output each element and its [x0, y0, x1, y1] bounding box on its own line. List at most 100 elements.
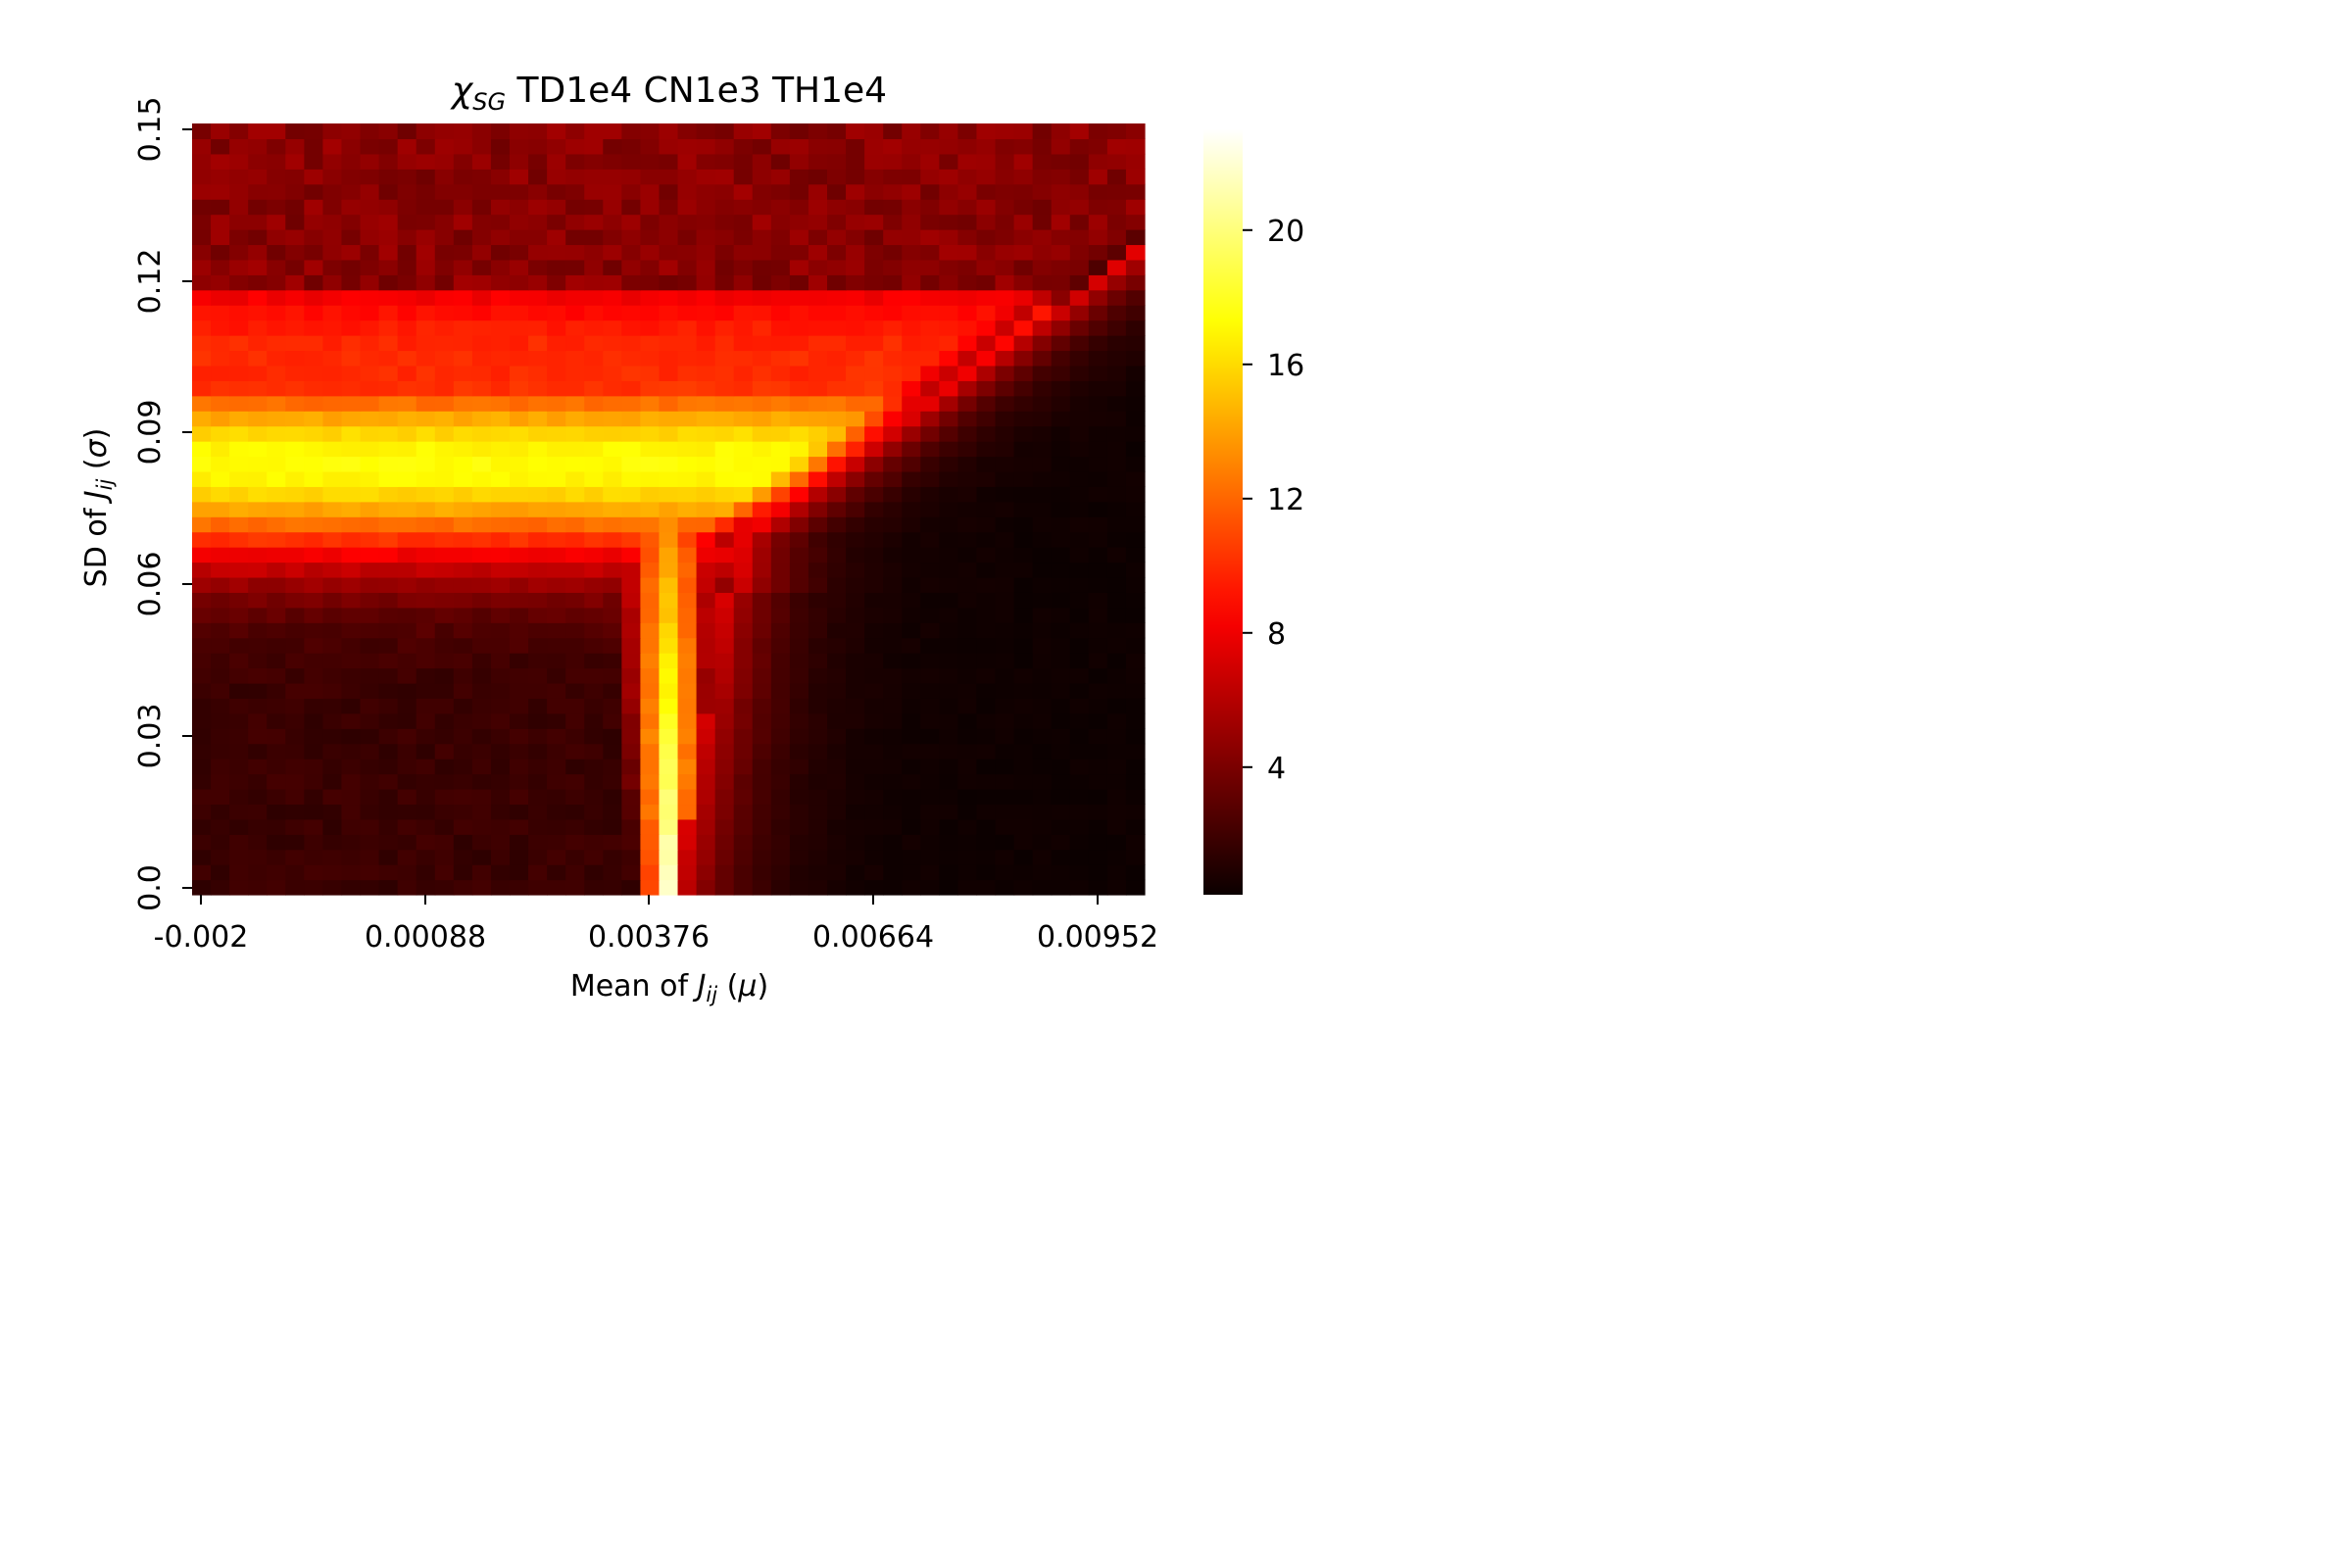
heatmap-cell	[229, 607, 249, 623]
heatmap-cell	[304, 153, 324, 170]
heatmap-cell	[770, 653, 791, 669]
heatmap-cell	[1125, 501, 1146, 517]
heatmap-cell	[192, 335, 212, 352]
heatmap-cell	[621, 305, 642, 321]
heatmap-cell	[920, 834, 940, 851]
heatmap-cell	[770, 289, 791, 306]
heatmap-cell	[285, 728, 305, 745]
heatmap-cell	[995, 123, 1015, 140]
heatmap-cell	[510, 607, 529, 623]
heatmap-cell	[211, 365, 230, 381]
heatmap-cell	[471, 879, 492, 896]
heatmap-cell	[696, 380, 716, 397]
heatmap-cell	[957, 667, 978, 684]
heatmap-cell	[322, 319, 343, 336]
heatmap-cell	[808, 274, 828, 291]
heatmap-cell	[510, 486, 529, 503]
heatmap-cell	[621, 804, 642, 820]
heatmap-cell	[1051, 728, 1071, 745]
heatmap-cell	[229, 199, 249, 216]
heatmap-cell	[229, 743, 249, 760]
heatmap-cell	[976, 456, 997, 472]
heatmap-cell	[471, 576, 492, 593]
heatmap-cell	[640, 562, 661, 578]
heatmap-cell	[621, 818, 642, 835]
heatmap-cell	[603, 456, 622, 472]
heatmap-cell	[864, 470, 884, 487]
heatmap-cell	[939, 169, 959, 185]
heatmap-cell	[1032, 214, 1053, 230]
heatmap-cell	[995, 395, 1015, 412]
heatmap-cell	[267, 470, 286, 487]
heatmap-cell	[341, 516, 362, 533]
heatmap-cell	[229, 183, 249, 200]
heatmap-cell	[490, 562, 511, 578]
heatmap-cell	[603, 773, 622, 790]
heatmap-cell	[471, 425, 492, 442]
x-tick-label: -0.002	[154, 920, 249, 955]
heatmap-cell	[1069, 305, 1090, 321]
heatmap-cell	[1125, 350, 1146, 367]
heatmap-cell	[995, 788, 1015, 806]
heatmap-cell	[696, 199, 716, 216]
heatmap-cell	[434, 653, 455, 669]
heatmap-cell	[1013, 516, 1034, 533]
heatmap-cell	[677, 501, 698, 517]
heatmap-cell	[808, 244, 828, 261]
heatmap-cell	[789, 849, 809, 865]
heatmap-cell	[584, 788, 604, 806]
heatmap-cell	[883, 350, 903, 367]
heatmap-cell	[789, 425, 809, 442]
heatmap-cell	[341, 441, 362, 458]
heatmap-cell	[603, 834, 622, 851]
heatmap-cell	[510, 653, 529, 669]
heatmap-cell	[528, 788, 548, 806]
heatmap-cell	[864, 214, 884, 230]
heatmap-cell	[808, 229, 828, 246]
heatmap-cell	[267, 682, 286, 699]
heatmap-cell	[902, 305, 921, 321]
heatmap-cell	[770, 698, 791, 714]
heatmap-cell	[322, 411, 343, 427]
heatmap-cell	[1013, 305, 1034, 321]
heatmap-cell	[846, 214, 865, 230]
heatmap-cell	[510, 622, 529, 639]
heatmap-cell	[490, 653, 511, 669]
heatmap-cell	[322, 441, 343, 458]
heatmap-cell	[453, 456, 473, 472]
heatmap-cell	[360, 834, 380, 851]
heatmap-cell	[957, 788, 978, 806]
heatmap-cell	[733, 470, 754, 487]
heatmap-cell	[1106, 411, 1127, 427]
heatmap-cell	[976, 153, 997, 170]
heatmap-cell	[229, 773, 249, 790]
heatmap-cell	[995, 169, 1015, 185]
y-tick-label: 0.06	[133, 552, 168, 617]
heatmap-cell	[920, 229, 940, 246]
heatmap-cell	[1051, 335, 1071, 352]
heatmap-cell	[902, 698, 921, 714]
heatmap-cell	[471, 395, 492, 412]
heatmap-cell	[603, 879, 622, 896]
heatmap-cell	[1032, 395, 1053, 412]
heatmap-cell	[902, 501, 921, 517]
heatmap-cell	[416, 289, 436, 306]
heatmap-cell	[490, 682, 511, 699]
heatmap-cell	[528, 153, 548, 170]
heatmap-cell	[733, 123, 754, 140]
heatmap-cell	[752, 425, 772, 442]
heatmap-cell	[490, 319, 511, 336]
heatmap-cell	[920, 138, 940, 155]
heatmap-cell	[752, 456, 772, 472]
heatmap-cell	[267, 818, 286, 835]
heatmap-cell	[696, 879, 716, 896]
heatmap-cell	[714, 259, 735, 275]
heatmap-cell	[1069, 562, 1090, 578]
heatmap-cell	[864, 153, 884, 170]
heatmap-cell	[267, 759, 286, 775]
heatmap-cell	[304, 441, 324, 458]
heatmap-cell	[770, 380, 791, 397]
heatmap-cell	[285, 153, 305, 170]
heatmap-cell	[229, 395, 249, 412]
heatmap-cell	[1051, 456, 1071, 472]
